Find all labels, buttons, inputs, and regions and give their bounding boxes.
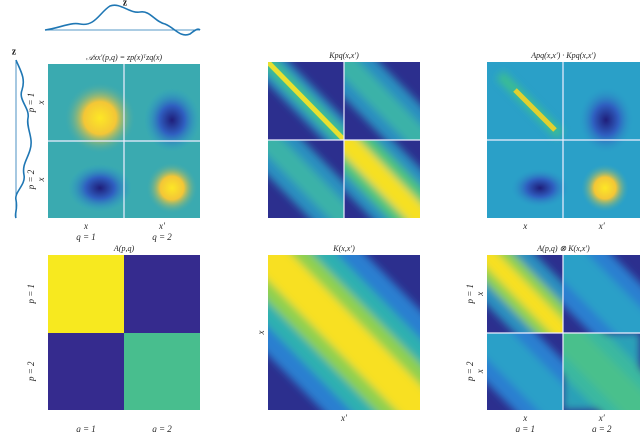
row-label: p = 2 bbox=[465, 361, 475, 382]
col-axis-label: x′ bbox=[598, 413, 606, 423]
col-label: q = 1 bbox=[76, 232, 96, 242]
row-axis-label: x bbox=[256, 331, 266, 336]
heatmap bbox=[48, 64, 200, 218]
panel-title: K(x,x′) bbox=[332, 244, 355, 253]
row-label: p = 2 bbox=[26, 169, 36, 190]
row-label: p = 1 bbox=[26, 93, 36, 114]
col-label: q = 2 bbox=[152, 232, 172, 242]
panel-title: 𝒜xx′(p,q) = zp(x)ᵀzq(x) bbox=[86, 53, 163, 62]
curve-label: z bbox=[123, 0, 128, 8]
col-label: q = 1 bbox=[515, 424, 535, 432]
col-axis-label: x′ bbox=[158, 221, 166, 231]
col-axis-label: x bbox=[522, 221, 527, 231]
panel-title: A(p,q) ⊗ K(x,x′) bbox=[536, 244, 590, 253]
row-label: p = 2 bbox=[26, 361, 36, 382]
row-label: p = 1 bbox=[465, 284, 475, 305]
col-axis-label: x′ bbox=[340, 413, 348, 423]
col-label: q = 2 bbox=[592, 424, 612, 432]
heatmap bbox=[487, 255, 640, 410]
row-axis-label: x bbox=[36, 101, 46, 106]
heatmap bbox=[487, 62, 640, 218]
heatmap bbox=[268, 255, 420, 410]
panel-title: Apq(x,x′) · Kpq(x,x′) bbox=[530, 51, 596, 60]
panel-title: A(p,q) bbox=[113, 244, 135, 253]
row-axis-label: x bbox=[36, 178, 46, 183]
col-axis-label: x′ bbox=[598, 221, 606, 231]
curves bbox=[14, 4, 201, 219]
col-axis-label: x bbox=[83, 221, 88, 231]
col-label: q = 2 bbox=[152, 424, 172, 432]
row-label: p = 1 bbox=[26, 284, 36, 305]
curve-label: z bbox=[12, 46, 17, 57]
col-label: q = 1 bbox=[76, 424, 96, 432]
row-axis-label: x bbox=[475, 292, 485, 297]
panel-title: Kpq(x,x′) bbox=[328, 51, 359, 60]
heatmap bbox=[48, 255, 200, 410]
heatmap bbox=[268, 62, 420, 218]
col-axis-label: x bbox=[522, 413, 527, 423]
row-axis-label: x bbox=[475, 369, 485, 374]
